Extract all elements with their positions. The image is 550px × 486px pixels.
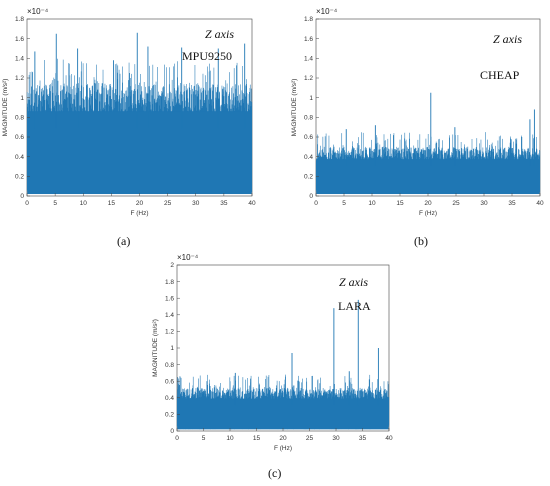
y-tick-label: 1.8: [165, 279, 174, 286]
x-tick-label: 15: [108, 200, 116, 207]
y-exponent-label: ×10⁻⁴: [316, 7, 338, 16]
x-axis-label: F (Hz): [419, 210, 437, 217]
y-tick-label: 0.4: [165, 395, 174, 402]
y-tick-label: 1: [170, 345, 174, 352]
x-tick-label: 5: [53, 200, 57, 207]
x-tick-label: 5: [202, 435, 206, 442]
x-tick-label: 35: [508, 200, 516, 207]
y-exponent-label: ×10⁻⁴: [27, 7, 49, 16]
y-tick-label: 0.4: [15, 154, 24, 161]
x-axis-label: F (Hz): [274, 445, 292, 452]
x-tick-label: 20: [136, 200, 144, 207]
x-tick-label: 25: [306, 435, 314, 442]
y-tick-label: 1.2: [15, 75, 24, 82]
y-tick-label: 1.4: [304, 56, 313, 63]
y-exponent-label: ×10⁻⁴: [177, 253, 199, 262]
y-tick-label: 0: [20, 193, 24, 200]
y-tick-label: 1.2: [304, 75, 313, 82]
x-tick-label: 30: [480, 200, 488, 207]
spectrum-body: [177, 398, 389, 430]
y-tick-label: 0.2: [304, 174, 313, 181]
x-tick-label: 0: [314, 200, 318, 207]
y-tick-label: 1.6: [304, 36, 313, 43]
spectrum-body: [27, 111, 252, 195]
y-axis-label: MAGNITUDE (m/s²): [2, 79, 9, 137]
x-tick-label: 0: [175, 435, 179, 442]
y-tick-label: 0.6: [15, 134, 24, 141]
chart-a-svg: 0 0.2 0.4 0.6 0.8 1 1.2 1.4 1.6 1.8 0 5 10 15 20 25 30 35…: [2, 7, 256, 217]
x-tick-label: 15: [253, 435, 261, 442]
x-tick-label: 20: [279, 435, 287, 442]
chart-panel-a: 0 0.2 0.4 0.6 0.8 1 1.2 1.4 1.6 1.8 0 5 10 15 20 25 30 35…: [0, 0, 275, 235]
x-tick-label: 25: [452, 200, 460, 207]
x-tick-label: 40: [536, 200, 544, 207]
x-tick-label: 30: [192, 200, 200, 207]
y-tick-label: 0.2: [165, 412, 174, 419]
y-tick-label: 1: [20, 95, 24, 102]
y-tick-label: 1.4: [165, 312, 174, 319]
y-tick-label: 2: [170, 262, 174, 269]
y-tick-label: 0.6: [304, 134, 313, 141]
x-tick-label: 15: [396, 200, 404, 207]
y-tick-label: 0.8: [165, 362, 174, 369]
x-tick-label: 10: [226, 435, 234, 442]
annotation-axis: Z axis: [339, 275, 368, 289]
y-tick-label: 0: [309, 193, 313, 200]
y-tick-label: 0.8: [304, 115, 313, 122]
y-tick-label: 1.6: [165, 295, 174, 302]
annotation-sensor-name: CHEAP: [480, 68, 520, 82]
y-tick-label: 1: [309, 95, 313, 102]
x-tick-label: 25: [164, 200, 172, 207]
x-tick-label: 35: [220, 200, 228, 207]
y-tick-label: 0.2: [15, 174, 24, 181]
x-tick-label: 10: [80, 200, 88, 207]
caption-a: (a): [117, 234, 131, 248]
spectrum-body: [316, 159, 540, 195]
y-tick-label: 1.4: [15, 56, 24, 63]
caption-c: (c): [268, 466, 282, 480]
y-tick-label: 1.8: [15, 16, 24, 23]
annotation-sensor-name: MPU9250: [182, 49, 232, 63]
x-tick-label: 40: [248, 200, 256, 207]
y-tick-label: 0: [170, 428, 174, 435]
x-axis-label: F (Hz): [130, 210, 148, 217]
y-tick-label: 1.6: [15, 36, 24, 43]
chart-panel-b: 0 0.2 0.4 0.6 0.8 1 1.2 1.4 1.6 1.8 0 5 10 15 20 25 30 35…: [275, 0, 550, 235]
y-axis-label: MAGNITUDE (m/s²): [152, 319, 159, 377]
caption-b: (b): [414, 234, 428, 248]
y-tick-label: 1.8: [304, 16, 313, 23]
annotation-sensor-name: LARA: [338, 299, 371, 313]
annotation-axis: Z axis: [493, 32, 522, 46]
chart-b-svg: 0 0.2 0.4 0.6 0.8 1 1.2 1.4 1.6 1.8 0 5 10 15 20 25 30 35…: [291, 7, 544, 217]
chart-panel-c: 0 0.2 0.4 0.6 0.8 1 1.2 1.4 1.6 1.8 2 0 5 10 15 20 25 30 3…: [140, 252, 415, 462]
x-tick-label: 30: [332, 435, 340, 442]
y-tick-label: 1.2: [165, 329, 174, 336]
x-tick-label: 40: [385, 435, 393, 442]
y-tick-label: 0.8: [15, 115, 24, 122]
x-tick-label: 35: [359, 435, 367, 442]
annotation-axis: Z axis: [205, 27, 234, 41]
y-tick-label: 0.6: [165, 378, 174, 385]
y-axis-label: MAGNITUDE (m/s²): [291, 79, 298, 137]
x-tick-label: 5: [342, 200, 346, 207]
x-tick-label: 0: [25, 200, 29, 207]
y-tick-label: 0.4: [304, 154, 313, 161]
x-tick-label: 10: [368, 200, 376, 207]
x-tick-label: 20: [424, 200, 432, 207]
chart-c-svg: 00.20.40.60.811.21.41.61.820 5 10 15 20 25 30 3…: [152, 253, 393, 452]
